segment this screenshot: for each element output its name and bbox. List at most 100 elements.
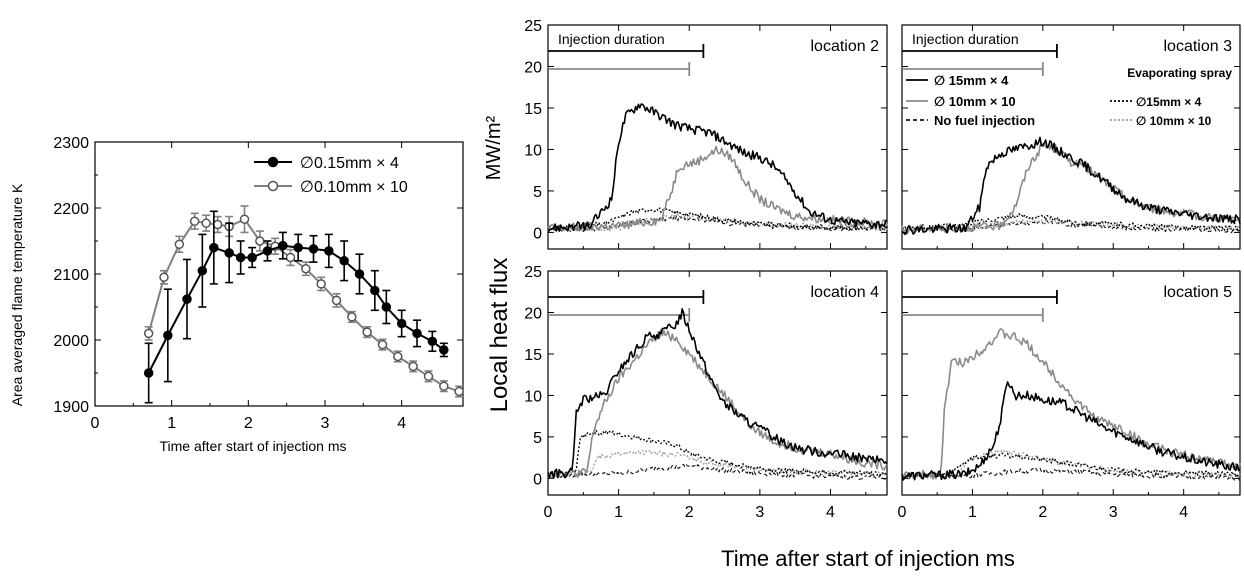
y-tick-label: 25	[524, 18, 542, 35]
data-point	[255, 236, 265, 246]
y-tick-label: 15	[524, 347, 542, 364]
y-tick-label: 10	[524, 142, 542, 159]
data-point	[339, 256, 349, 266]
x-tick-label: 4	[397, 415, 406, 432]
x-tick-label: 2	[244, 415, 253, 432]
x-tick-label: 1	[167, 415, 176, 432]
y-tick-label: 10	[524, 388, 542, 405]
data-point	[408, 361, 418, 372]
y-tick-label: 0	[533, 471, 542, 488]
location-label: location 5	[1164, 284, 1233, 301]
data-point	[316, 279, 326, 289]
series-d015x4	[143, 210, 449, 404]
y-tick-label: 20	[524, 305, 542, 322]
data-point	[278, 240, 288, 251]
x-axis-label: Time after start of injection ms	[721, 546, 1015, 571]
trace-s10	[547, 145, 888, 232]
x-tick-label: 2	[1038, 504, 1047, 521]
x-tick-label: 0	[544, 504, 553, 521]
panel-location-5: 0 1 2 3 4 location 5	[898, 270, 1241, 521]
trace-e15	[901, 213, 1241, 232]
y-axis-label: Area averaged flame temperature K	[9, 183, 25, 406]
legend-label: ∅ 10mm × 10	[1136, 114, 1212, 128]
data-point	[354, 269, 365, 279]
data-point	[396, 318, 407, 329]
panel-location-2: 0 5 10 15 20 25 Injection duration location 2	[524, 18, 888, 250]
data-point	[182, 294, 192, 304]
trace-e10	[901, 217, 1241, 233]
data-point	[174, 239, 185, 250]
series-line	[147, 217, 460, 393]
data-point	[262, 246, 273, 256]
x-tick-label: 3	[755, 504, 764, 521]
trace-e15	[547, 429, 888, 477]
x-tick-label: 1	[614, 504, 623, 521]
y-tick-label: 5	[533, 430, 542, 447]
data-point	[201, 218, 211, 228]
panel-frame	[547, 24, 888, 250]
location-label: location 2	[811, 38, 880, 55]
legend: ∅0.15mm × 4 ∅0.10mm × 10	[254, 155, 408, 196]
data-point	[331, 295, 342, 306]
data-point	[163, 330, 173, 341]
trace-nofuel	[547, 215, 888, 233]
data-point	[143, 328, 154, 339]
panel-frame	[547, 270, 888, 496]
trace-s10	[547, 329, 888, 479]
data-point	[212, 219, 223, 230]
legend-label: ∅0.10mm × 10	[300, 179, 408, 196]
trace-e15	[547, 207, 888, 231]
trace-s15	[902, 136, 1241, 236]
y-axis-label: Local heat flux	[486, 258, 513, 413]
y-tick-label: 2200	[53, 201, 89, 218]
data-point	[235, 252, 246, 263]
data-point	[247, 252, 257, 263]
data-point	[362, 327, 372, 337]
x-tick-label: 3	[321, 415, 330, 432]
data-point	[293, 242, 303, 253]
y-tick-label: 15	[524, 101, 542, 118]
location-label: location 4	[811, 284, 880, 301]
data-point	[347, 312, 357, 322]
data-point	[143, 368, 154, 378]
y-tick-label: 5	[533, 184, 542, 201]
data-point	[439, 381, 449, 391]
y-tick-label: 1900	[53, 399, 89, 416]
location-label: location 3	[1164, 38, 1233, 55]
plot-frame	[94, 141, 464, 407]
x-tick-label: 4	[1179, 504, 1188, 521]
legend-label: ∅ 10mm × 10	[934, 94, 1016, 109]
data-point	[239, 214, 250, 224]
trace-e15	[901, 452, 1241, 479]
data-point	[381, 302, 392, 312]
data-point	[412, 328, 422, 339]
y-tick-label: 20	[524, 59, 542, 76]
data-point	[159, 272, 169, 283]
x-tick-label: 4	[826, 504, 835, 521]
series-d010x10	[143, 205, 464, 398]
trace-e10	[547, 449, 888, 478]
trace-nofuel	[547, 463, 888, 481]
y-tick-label: 2300	[53, 135, 89, 152]
legend-label: No fuel injection	[934, 113, 1035, 128]
x-tick-label: 0	[91, 415, 100, 432]
legend-label: ∅ 15mm × 4	[934, 73, 1009, 88]
y-tick-label: 0	[533, 225, 542, 242]
x-tick-label: 3	[1109, 504, 1118, 521]
trace-s10	[901, 328, 1241, 480]
trace-nofuel	[901, 467, 1240, 481]
trace-e10	[547, 213, 888, 233]
data-point	[393, 351, 403, 362]
legend-marker	[267, 156, 279, 168]
data-point	[454, 386, 464, 397]
data-point	[439, 345, 449, 355]
y-axis-unit: MW/m²	[483, 115, 505, 180]
injection-duration-label: Injection duration	[558, 31, 665, 47]
data-point	[224, 248, 234, 258]
trace-s15	[547, 103, 888, 234]
data-point	[301, 263, 311, 274]
x-tick-label: 0	[898, 504, 907, 521]
legend-label: ∅15mm × 4	[1136, 95, 1202, 109]
data-point	[189, 216, 200, 226]
